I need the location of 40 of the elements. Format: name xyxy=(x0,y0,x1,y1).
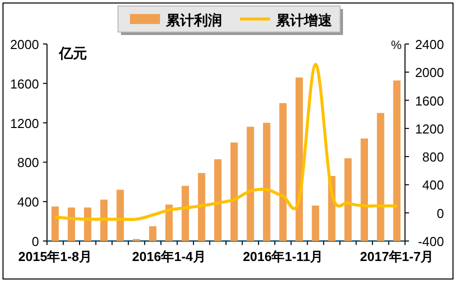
bar xyxy=(51,206,59,241)
x-tick-label: 2017年1-7月 xyxy=(360,249,434,264)
y-tick-label: 2000 xyxy=(10,37,39,52)
y2-tick-label: 800 xyxy=(422,150,444,165)
legend-label: 累计利润 xyxy=(165,12,222,28)
y-tick-label: 400 xyxy=(17,194,39,210)
y-tick-label: 1600 xyxy=(10,76,39,92)
x-tick-label: 2015年1-8月 xyxy=(18,249,92,264)
bar xyxy=(263,122,270,241)
y2-tick-label: 400 xyxy=(422,178,444,193)
y2-tick-label: 1200 xyxy=(415,121,444,136)
y-tick-label: 0 xyxy=(32,234,39,249)
y-tick-label: 1200 xyxy=(10,116,39,131)
y2-axis-title: % xyxy=(391,38,402,52)
bar xyxy=(312,206,320,241)
bar xyxy=(344,158,352,241)
legend-label: 累计增速 xyxy=(275,12,333,28)
bar xyxy=(149,226,156,241)
y2-tick-label: -400 xyxy=(418,234,444,249)
bar xyxy=(296,77,303,241)
y-axis-title: 亿元 xyxy=(58,45,87,61)
bar xyxy=(68,208,76,241)
bar xyxy=(360,138,368,241)
bar xyxy=(116,190,124,241)
y2-tick-label: 0 xyxy=(436,206,444,221)
y2-tick-label: 2400 xyxy=(415,37,444,52)
bar xyxy=(279,103,287,241)
bar xyxy=(84,208,92,241)
x-tick-label: 2016年1-4月 xyxy=(132,249,206,264)
bar xyxy=(182,186,189,241)
bar xyxy=(214,159,222,241)
bar xyxy=(376,112,384,241)
x-tick-label: 2016年1-11月 xyxy=(242,249,324,264)
bar xyxy=(198,173,206,241)
y2-tick-label: 2000 xyxy=(415,65,444,80)
y-tick-label: 800 xyxy=(17,155,39,170)
bar xyxy=(230,142,238,241)
bar xyxy=(246,126,254,241)
bar xyxy=(393,80,401,241)
y2-tick-label: 1600 xyxy=(415,93,444,108)
